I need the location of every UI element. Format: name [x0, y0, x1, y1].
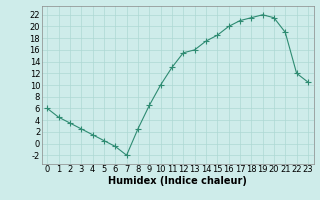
- X-axis label: Humidex (Indice chaleur): Humidex (Indice chaleur): [108, 176, 247, 186]
